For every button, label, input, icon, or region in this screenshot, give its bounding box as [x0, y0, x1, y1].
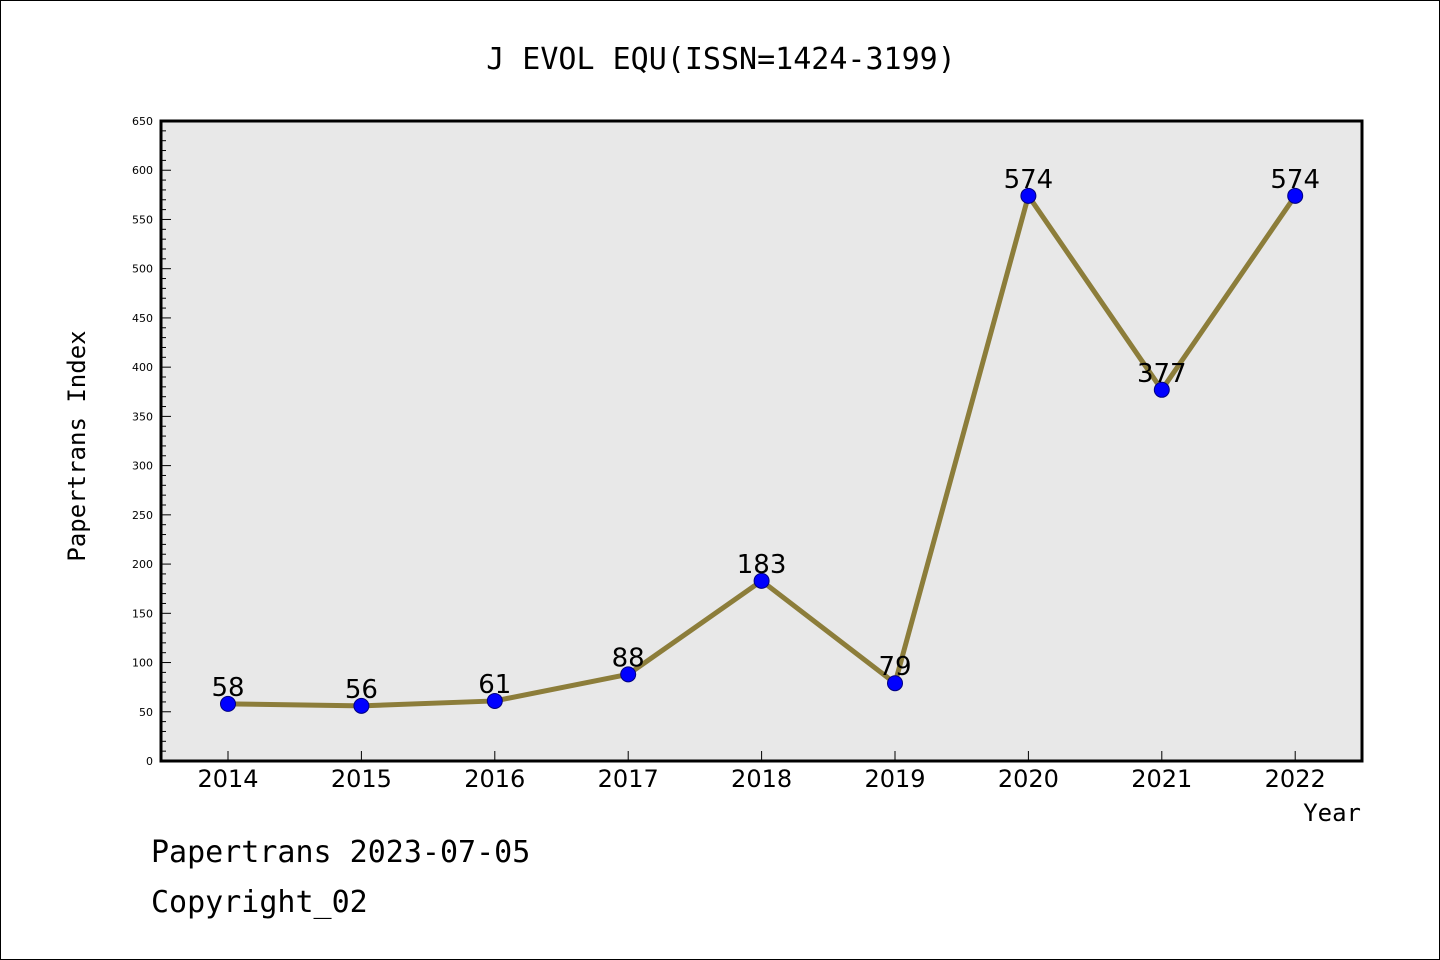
y-tick-label: 150: [132, 607, 153, 620]
data-labels: 58 56 61 88 183 79 574 377 574: [211, 165, 1320, 705]
y-axis-label: Papertrans Index: [63, 330, 91, 561]
data-label: 88: [612, 643, 645, 673]
plot-area: [159, 119, 1364, 763]
series-group: [220, 187, 1304, 714]
y-tick-label: 400: [132, 361, 153, 374]
x-tick-label: 2014: [197, 765, 258, 793]
data-label: 58: [211, 673, 244, 703]
x-tick-label: 2018: [731, 765, 792, 793]
data-point: [753, 572, 770, 589]
x-axis: 2014 2015 2016 2017 2018 2019 2020 2021 2022: [197, 751, 1326, 793]
x-tick-label: 2017: [598, 765, 659, 793]
data-point: [620, 666, 637, 683]
footer-copyright-text: Copyright_02: [151, 885, 368, 920]
y-tick-label: 250: [132, 509, 153, 522]
x-tick-label: 2016: [464, 765, 525, 793]
y-tick-label: 100: [132, 657, 153, 670]
data-label: 574: [1004, 165, 1054, 195]
footer-date-text: Papertrans 2023-07-05: [151, 835, 531, 870]
data-label: 574: [1270, 165, 1320, 195]
y-tick-label: 450: [132, 312, 153, 325]
y-tick-label: 200: [132, 558, 153, 571]
data-point: [486, 692, 503, 709]
chart-title: J EVOL EQU(ISSN=1424-3199): [486, 42, 956, 77]
x-tick-label: 2015: [331, 765, 392, 793]
y-tick-label: 350: [132, 410, 153, 423]
data-point: [220, 695, 236, 712]
y-tick-label: 300: [132, 460, 153, 473]
data-point: [1153, 381, 1170, 398]
data-point: [353, 697, 370, 714]
data-label: 377: [1137, 359, 1187, 389]
data-point: [887, 675, 903, 692]
x-axis-label: Year: [1303, 799, 1361, 827]
x-tick-label: 2019: [864, 765, 925, 793]
y-tick-label: 500: [132, 263, 153, 276]
data-point: [1287, 187, 1304, 204]
x-tick-label: 2020: [998, 765, 1059, 793]
x-tick-label: 2021: [1131, 765, 1192, 793]
y-tick-label: 650: [132, 115, 153, 128]
y-tick-label: 600: [132, 164, 153, 177]
x-tick-label: 2022: [1265, 765, 1326, 793]
y-tick-label: 550: [132, 213, 153, 226]
data-label: 183: [737, 550, 787, 580]
data-label: 79: [878, 652, 911, 682]
data-point: [1020, 187, 1037, 204]
data-label: 56: [345, 675, 378, 705]
y-tick-label: 50: [139, 706, 153, 719]
y-tick-label: 0: [146, 755, 153, 768]
y-axis: 0 50 100 150 200 250 300 350 400 450 500 550 600 650: [132, 115, 171, 768]
data-label: 61: [478, 670, 511, 700]
